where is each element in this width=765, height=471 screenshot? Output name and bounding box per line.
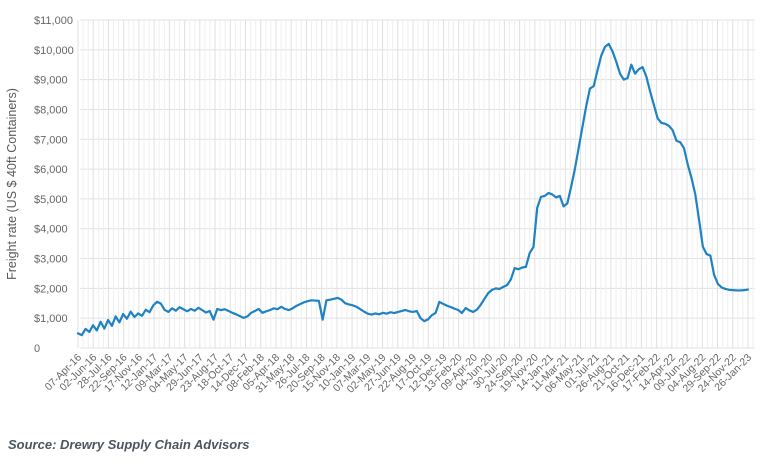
y-tick-label: $3,000: [34, 254, 68, 266]
y-axis-title: Freight rate (US $ 40ft Containers): [5, 88, 19, 280]
y-tick-label: $11,000: [34, 15, 73, 27]
y-tick-label: 0: [34, 343, 40, 355]
y-tick-label: $8,000: [34, 104, 68, 116]
y-tick-label: $6,000: [34, 164, 68, 176]
y-tick-label: $9,000: [34, 75, 68, 87]
source-caption: Source: Drewry Supply Chain Advisors: [8, 437, 250, 452]
freight-rate-line[interactable]: [76, 42, 750, 337]
y-tick-label: $10,000: [34, 45, 74, 57]
y-tick-label: $1,000: [34, 313, 68, 325]
y-tick-label: $7,000: [34, 134, 68, 146]
y-tick-label: $5,000: [34, 194, 68, 206]
freight-rate-chart: $11,000 $10,000 $9,000 $8,000 $7,000 $6,000 $5…: [5, 15, 755, 396]
y-tick-label: $4,000: [34, 224, 68, 236]
freight-rate-chart-figure: $11,000 $10,000 $9,000 $8,000 $7,000 $6,000 $5…: [5, 15, 755, 452]
y-tick-label: $2,000: [34, 283, 68, 295]
